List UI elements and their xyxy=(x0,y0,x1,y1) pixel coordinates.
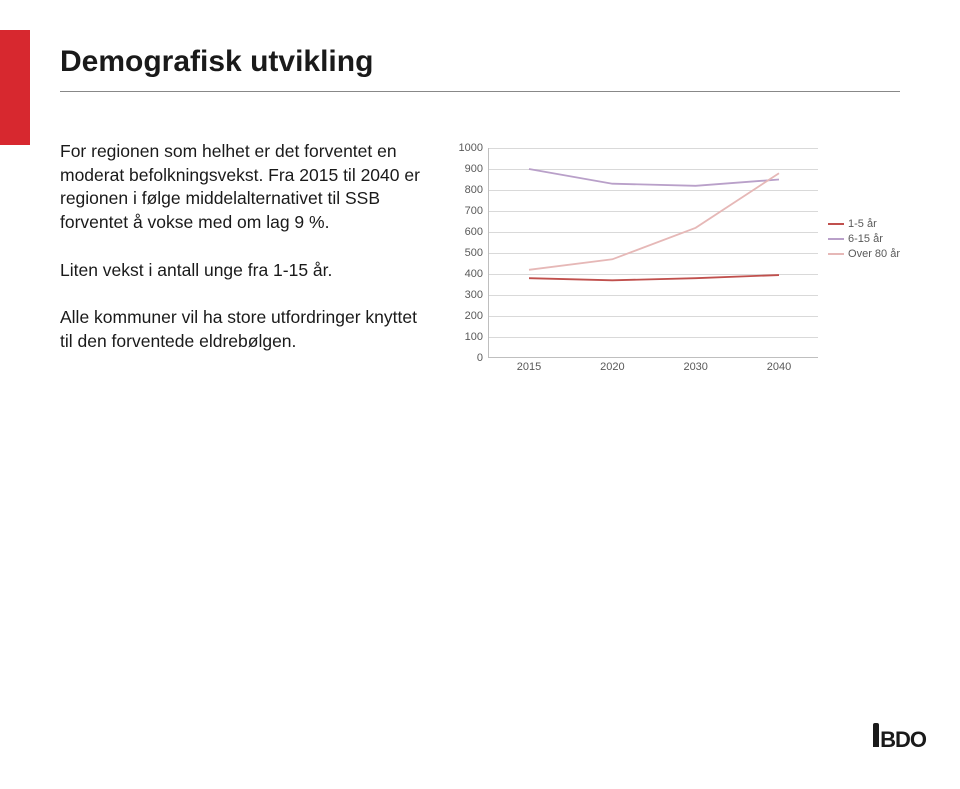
x-tick-label: 2030 xyxy=(683,357,707,373)
x-tick-label: 2020 xyxy=(600,357,624,373)
legend-item: Over 80 år xyxy=(828,248,900,260)
logo-bar-icon xyxy=(873,723,879,747)
legend-item: 1-5 år xyxy=(828,218,900,230)
series-line xyxy=(529,173,779,270)
y-tick-label: 500 xyxy=(465,247,489,259)
legend-swatch xyxy=(828,238,844,240)
line-chart: 0100200300400500600700800900100020152020… xyxy=(448,148,818,382)
slide-content: Demografisk utvikling For regionen som h… xyxy=(0,0,960,382)
paragraph-2: Liten vekst i antall unge fra 1-15 år. xyxy=(60,259,420,283)
title-rule xyxy=(60,91,900,92)
legend-label: 6-15 år xyxy=(848,233,883,245)
series-line xyxy=(529,275,779,280)
y-tick-label: 700 xyxy=(465,205,489,217)
y-tick-label: 400 xyxy=(465,268,489,280)
bdo-logo: BDO xyxy=(873,723,926,753)
chart-legend: 1-5 år 6-15 år Over 80 år xyxy=(828,218,900,263)
legend-swatch xyxy=(828,253,844,255)
legend-swatch xyxy=(828,223,844,225)
series-line xyxy=(529,169,779,186)
y-tick-label: 0 xyxy=(477,352,489,364)
slide-title: Demografisk utvikling xyxy=(60,45,900,79)
y-tick-label: 300 xyxy=(465,289,489,301)
x-tick-label: 2040 xyxy=(767,357,791,373)
legend-label: Over 80 år xyxy=(848,248,900,260)
logo-text: BDO xyxy=(880,727,926,753)
accent-bar xyxy=(0,30,30,145)
chart-column: 0100200300400500600700800900100020152020… xyxy=(448,148,900,382)
body-row: For regionen som helhet er det forventet… xyxy=(60,140,900,382)
y-tick-label: 600 xyxy=(465,226,489,238)
paragraph-1: For regionen som helhet er det forventet… xyxy=(60,140,420,235)
x-tick-label: 2015 xyxy=(517,357,541,373)
legend-label: 1-5 år xyxy=(848,218,877,230)
y-tick-label: 900 xyxy=(465,163,489,175)
y-tick-label: 800 xyxy=(465,184,489,196)
y-tick-label: 200 xyxy=(465,310,489,322)
text-column: For regionen som helhet er det forventet… xyxy=(60,140,420,377)
chart-lines xyxy=(489,148,819,358)
y-tick-label: 1000 xyxy=(459,142,489,154)
plot-area: 0100200300400500600700800900100020152020… xyxy=(488,148,818,358)
paragraph-3: Alle kommuner vil ha store utfordringer … xyxy=(60,306,420,353)
chart-wrap: 0100200300400500600700800900100020152020… xyxy=(448,148,900,382)
y-tick-label: 100 xyxy=(465,331,489,343)
legend-item: 6-15 år xyxy=(828,233,900,245)
